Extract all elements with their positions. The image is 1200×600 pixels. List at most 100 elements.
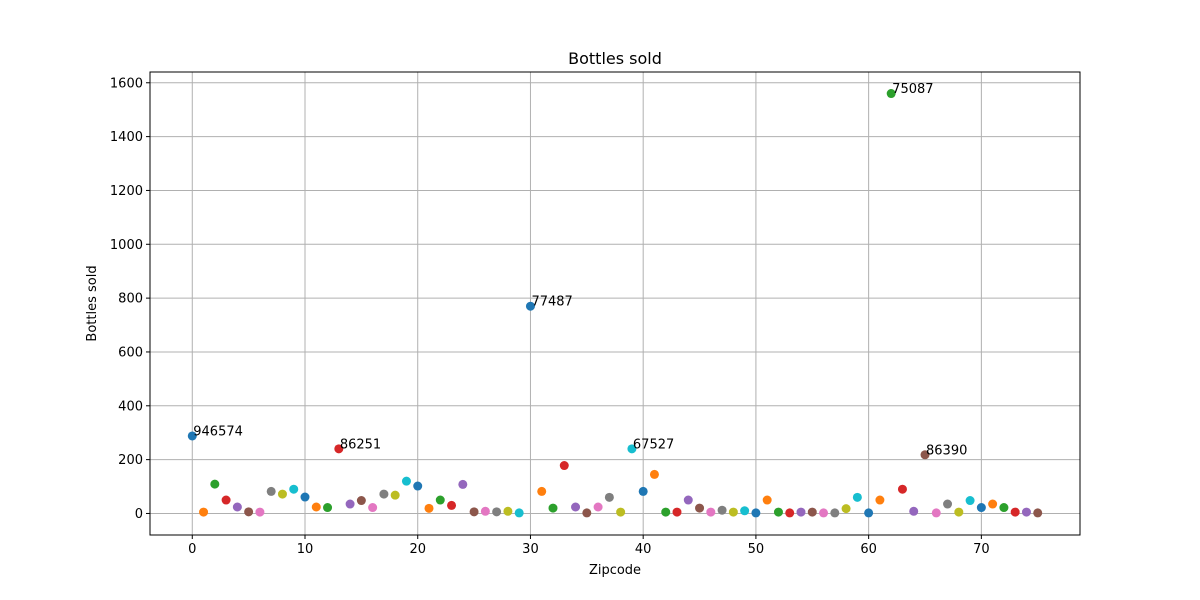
y-tick-label: 400 [118,399,143,414]
data-point [525,301,535,311]
chart-title: Bottles sold [568,49,662,68]
data-point [413,481,423,491]
x-tick-label: 40 [635,542,652,557]
data-point [954,507,964,517]
data-point [503,506,513,516]
data-point [356,496,366,506]
data-point [661,507,671,517]
data-point [1033,508,1043,518]
data-point [706,507,716,517]
data-point [458,479,468,489]
data-point [390,490,400,500]
data-point [469,507,479,517]
y-axis-label: Bottles sold [85,265,100,341]
point-annotation: 946574 [193,424,243,439]
data-point [988,499,998,509]
x-tick-label: 70 [973,542,990,557]
y-tick-label: 800 [118,292,143,307]
data-point [1021,507,1031,517]
data-point [751,508,761,518]
x-tick-label: 0 [188,542,196,557]
plot-frame [149,71,1081,536]
data-point [537,486,547,496]
y-tick-label: 600 [118,345,143,360]
data-point [762,495,772,505]
data-point [368,503,378,513]
y-tick-label: 1400 [110,130,143,145]
data-point [323,503,333,513]
data-point [210,479,220,489]
x-axis-label: Zipcode [589,563,641,578]
data-point [965,496,975,506]
y-tick-label: 1600 [110,76,143,91]
point-annotation: 86390 [926,443,967,458]
data-point [897,484,907,494]
data-point [683,495,693,505]
x-tick-label: 20 [409,542,426,557]
data-point [334,444,344,454]
data-point [593,502,603,512]
data-point [447,500,457,510]
data-point [221,495,231,505]
data-point [232,502,242,512]
x-tick-label: 30 [522,542,539,557]
data-point [796,507,806,517]
data-point [649,469,659,479]
data-point [604,492,614,502]
data-point [773,507,783,517]
data-point [841,504,851,514]
data-point [999,503,1009,513]
axis-ticks: 0 10 20 30 40 50 60 70 0 200 400 600 800 1000 1200 1400… [110,76,990,557]
data-point [492,507,502,517]
data-point [345,499,355,509]
data-point [277,489,287,499]
annotations: 946574 86251 77487 67527 75087 86390 [193,82,967,458]
data-point [920,450,930,460]
data-point [199,507,209,517]
y-tick-label: 200 [118,453,143,468]
data-point [807,507,817,517]
point-annotation: 75087 [892,82,933,97]
data-point [740,506,750,516]
data-point [627,444,637,454]
point-annotation: 77487 [531,295,572,310]
point-annotation: 67527 [633,437,674,452]
data-point [830,508,840,518]
x-tick-label: 50 [748,542,765,557]
data-point [266,486,276,496]
data-point [864,508,874,518]
data-point [244,507,254,517]
data-point [289,484,299,494]
data-points [187,89,1043,518]
data-point [672,507,682,517]
data-point [728,507,738,517]
data-point [514,508,524,518]
x-tick-label: 10 [297,542,314,557]
y-tick-label: 0 [135,507,143,522]
data-point [976,503,986,513]
x-tick-label: 60 [860,542,877,557]
data-point [571,502,581,512]
data-point [638,486,648,496]
data-point [582,508,592,518]
data-point [255,507,265,517]
data-point [616,507,626,517]
data-point [886,89,896,99]
point-annotation: 86251 [340,437,381,452]
data-point [187,431,197,441]
data-point [379,489,389,499]
data-point [1010,507,1020,517]
data-point [300,492,310,502]
grid-lines [150,72,1080,535]
data-point [695,503,705,513]
data-point [931,508,941,518]
data-point [311,502,321,512]
y-tick-label: 1000 [110,238,143,253]
data-point [401,476,411,486]
y-tick-label: 1200 [110,184,143,199]
data-point [548,503,558,513]
data-point [559,461,569,471]
data-point [943,499,953,509]
data-point [875,495,885,505]
